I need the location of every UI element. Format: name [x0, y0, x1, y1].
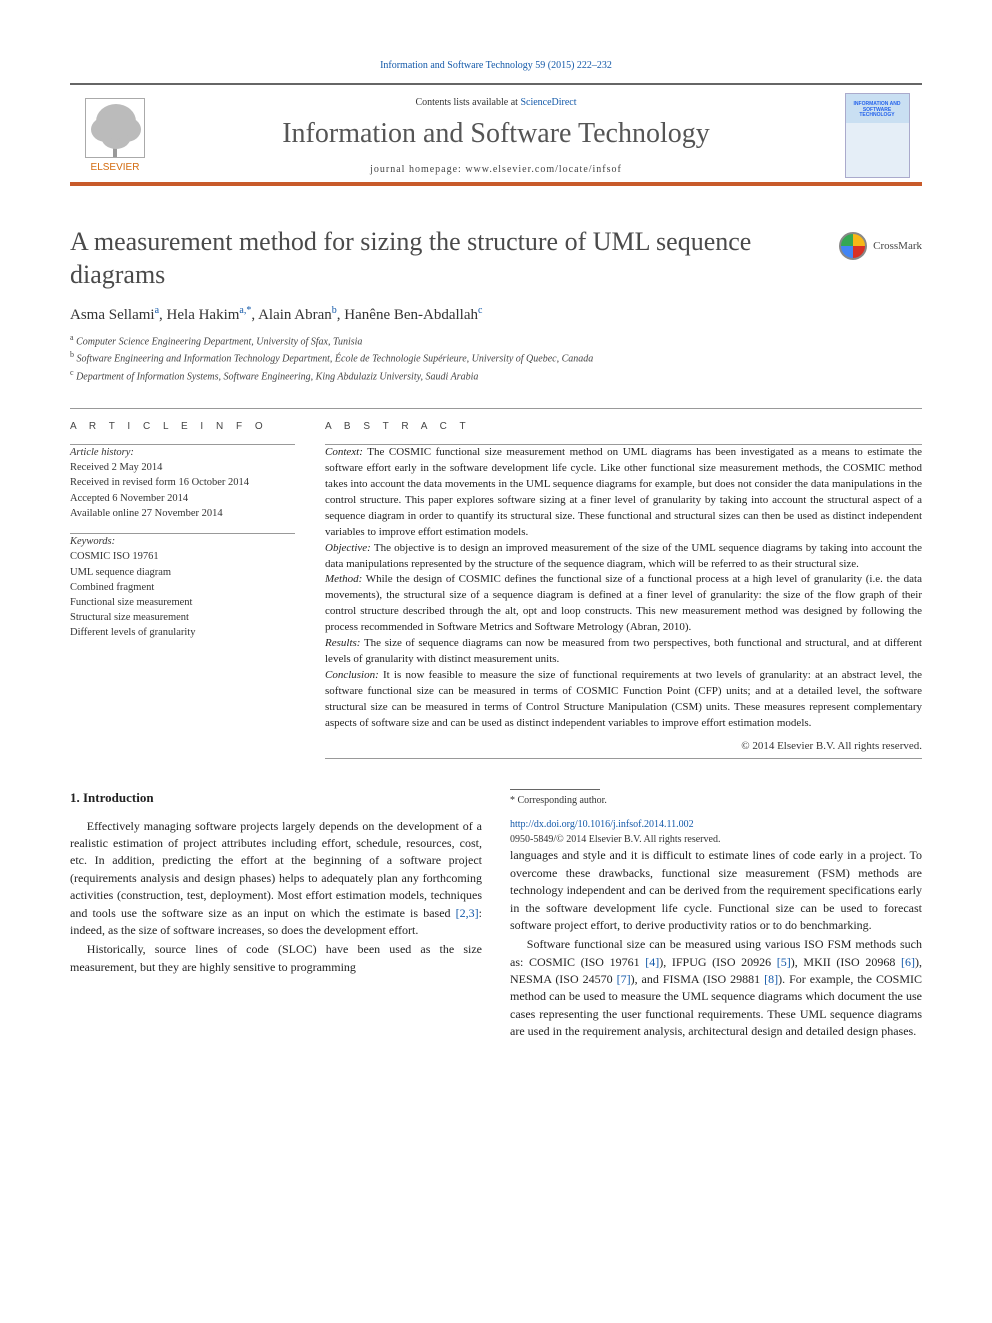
divider: [325, 758, 922, 759]
author-aff: a,*: [239, 305, 251, 316]
affiliation: a Computer Science Engineering Departmen…: [70, 332, 922, 349]
crossmark-badge[interactable]: CrossMark: [839, 232, 922, 260]
copyright-line: © 2014 Elsevier B.V. All rights reserved…: [325, 740, 922, 752]
banner-right: INFORMATION AND SOFTWARE TECHNOLOGY: [832, 93, 922, 178]
crossmark-icon: [839, 232, 867, 260]
body-paragraph: Effectively managing software projects l…: [70, 818, 482, 940]
footnote-rule: [510, 789, 600, 790]
body-paragraph: languages and style and it is difficult …: [510, 847, 922, 934]
abs-part-label: Method:: [325, 573, 362, 585]
affiliation: c Department of Information Systems, Sof…: [70, 367, 922, 384]
citation-link[interactable]: [5]: [777, 955, 791, 969]
body-text: Effectively managing software projects l…: [70, 819, 482, 920]
keyword: COSMIC ISO 19761: [70, 549, 295, 564]
abs-part-text: The COSMIC functional size measurement m…: [325, 446, 922, 538]
contents-line: Contents lists available at ScienceDirec…: [170, 97, 822, 108]
history-line: Available online 27 November 2014: [70, 506, 295, 521]
aff-text: Department of Information Systems, Softw…: [76, 371, 478, 382]
abs-part-label: Context:: [325, 446, 363, 458]
corresponding-author-note: * Corresponding author.: [510, 794, 922, 809]
history-line: Received in revised form 16 October 2014: [70, 475, 295, 490]
sciencedirect-link[interactable]: ScienceDirect: [520, 97, 576, 108]
abs-part-text: The size of sequence diagrams can now be…: [325, 637, 922, 665]
citation-link[interactable]: [4]: [645, 955, 659, 969]
homepage-url[interactable]: www.elsevier.com/locate/infsof: [465, 164, 622, 175]
journal-title: Information and Software Technology: [170, 118, 822, 150]
aff-sup: b: [70, 350, 74, 359]
aff-text: Software Engineering and Information Tec…: [77, 354, 594, 365]
aff-sup: c: [70, 368, 74, 377]
doi-link[interactable]: http://dx.doi.org/10.1016/j.infsof.2014.…: [510, 818, 922, 833]
author-aff: c: [478, 305, 482, 316]
body-text: ), MKII (ISO 20968: [791, 955, 901, 969]
affiliation: b Software Engineering and Information T…: [70, 349, 922, 366]
section-heading: 1. Introduction: [70, 789, 482, 808]
keyword: UML sequence diagram: [70, 565, 295, 580]
abstract-col: A B S T R A C T Context: The COSMIC func…: [325, 409, 922, 759]
body-text: ), IFPUG (ISO 20926: [659, 955, 777, 969]
title-row: A measurement method for sizing the stru…: [70, 226, 922, 291]
citation-link[interactable]: [8]: [764, 972, 778, 986]
contents-prefix: Contents lists available at: [415, 97, 520, 108]
article-history: Article history: Received 2 May 2014 Rec…: [70, 445, 295, 521]
body-paragraph: Historically, source lines of code (SLOC…: [70, 941, 482, 976]
author-list: Asma Sellamia, Hela Hakima,*, Alain Abra…: [70, 305, 922, 324]
abstract-text: Context: The COSMIC functional size meas…: [325, 445, 922, 732]
abs-part-text: While the design of COSMIC defines the f…: [325, 573, 922, 633]
article-info-label: A R T I C L E I N F O: [70, 421, 295, 432]
author-name: Alain Abran: [258, 307, 332, 323]
history-line: Received 2 May 2014: [70, 460, 295, 475]
page-root: Information and Software Technology 59 (…: [0, 0, 992, 1081]
homepage-line: journal homepage: www.elsevier.com/locat…: [170, 164, 822, 175]
sep: ,: [159, 307, 167, 323]
citation-link[interactable]: Information and Software Technology 59 (…: [70, 60, 922, 71]
keywords-block: Keywords: COSMIC ISO 19761 UML sequence …: [70, 534, 295, 641]
citation-link[interactable]: [7]: [617, 972, 631, 986]
history-heading: Article history:: [70, 445, 295, 460]
article-info-col: A R T I C L E I N F O Article history: R…: [70, 409, 295, 759]
keyword: Combined fragment: [70, 580, 295, 595]
crossmark-label: CrossMark: [873, 240, 922, 252]
elsevier-tree-icon: [85, 98, 145, 158]
author-name: Hanêne Ben-Abdallah: [344, 307, 478, 323]
abs-part-label: Results:: [325, 637, 360, 649]
aff-sup: a: [70, 333, 74, 342]
abs-part-label: Objective:: [325, 542, 371, 554]
abstract-label: A B S T R A C T: [325, 421, 922, 432]
abs-part-text: The objective is to design an improved m…: [325, 542, 922, 570]
journal-cover-icon: INFORMATION AND SOFTWARE TECHNOLOGY: [845, 93, 910, 178]
aff-text: Computer Science Engineering Department,…: [76, 336, 362, 347]
journal-banner: ELSEVIER Contents lists available at Sci…: [70, 83, 922, 186]
meta-abstract-row: A R T I C L E I N F O Article history: R…: [70, 408, 922, 759]
abs-part-label: Conclusion:: [325, 669, 379, 681]
keyword: Different levels of granularity: [70, 625, 295, 640]
body-columns: 1. Introduction Effectively managing sof…: [70, 789, 922, 1041]
author-name: Hela Hakim: [167, 307, 240, 323]
history-line: Accepted 6 November 2014: [70, 491, 295, 506]
affiliation-list: a Computer Science Engineering Departmen…: [70, 332, 922, 384]
citation-link[interactable]: [2,3]: [456, 906, 479, 920]
publisher-block: ELSEVIER: [70, 98, 160, 173]
footer-block: * Corresponding author. http://dx.doi.or…: [510, 789, 922, 848]
body-paragraph: Software functional size can be measured…: [510, 936, 922, 1040]
homepage-prefix: journal homepage:: [370, 164, 465, 175]
abs-part-text: It is now feasible to measure the size o…: [325, 669, 922, 729]
publisher-label: ELSEVIER: [91, 162, 140, 173]
keywords-heading: Keywords:: [70, 534, 295, 549]
keyword: Structural size measurement: [70, 610, 295, 625]
body-text: ), and FISMA (ISO 29881: [631, 972, 765, 986]
author-name: Asma Sellami: [70, 307, 155, 323]
keyword: Functional size measurement: [70, 595, 295, 610]
citation-link[interactable]: [6]: [901, 955, 915, 969]
banner-center: Contents lists available at ScienceDirec…: [170, 97, 822, 175]
issn-line: 0950-5849/© 2014 Elsevier B.V. All right…: [510, 833, 922, 848]
article-title: A measurement method for sizing the stru…: [70, 226, 819, 291]
